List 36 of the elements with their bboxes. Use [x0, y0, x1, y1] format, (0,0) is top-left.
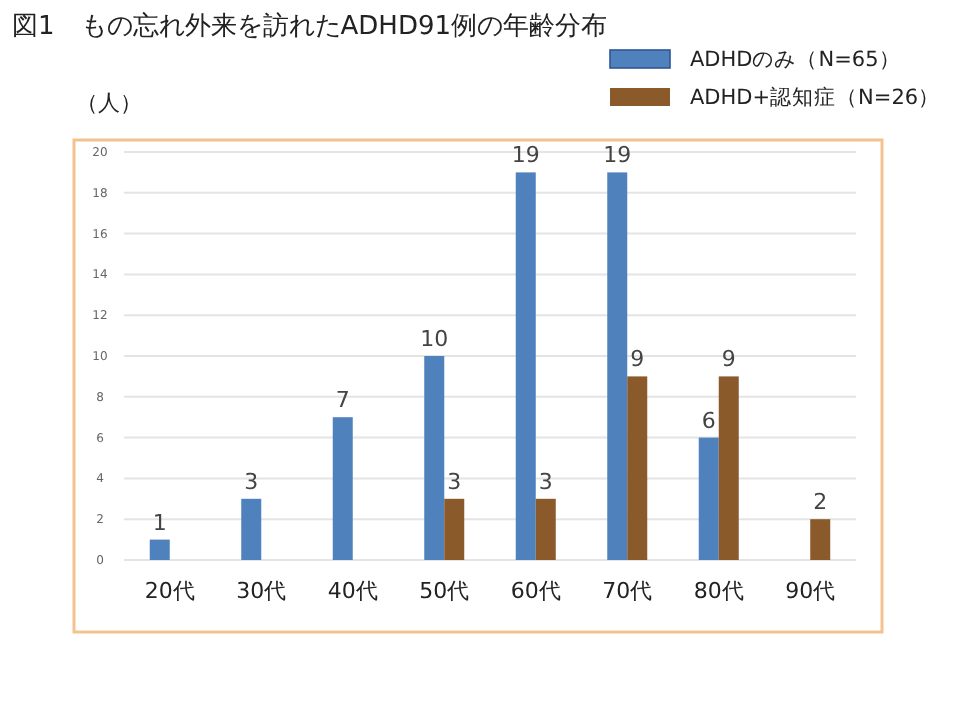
bar: [149, 539, 170, 560]
data-label: 1: [152, 509, 167, 536]
data-label: 19: [511, 142, 540, 169]
data-label: 3: [538, 468, 553, 495]
x-tick-label: 60代: [510, 578, 561, 604]
legend-label: ADHD+認知症（N=26）: [690, 84, 941, 110]
x-tick-label: 20代: [144, 578, 195, 604]
y-axis-title: （人）: [76, 90, 142, 116]
bar: [698, 437, 719, 560]
data-label: 9: [630, 346, 645, 373]
bar: [607, 172, 628, 560]
bar: [810, 519, 831, 560]
data-label: 3: [447, 468, 462, 495]
x-tick-label: 80代: [693, 578, 744, 604]
data-label: 7: [335, 387, 350, 414]
data-label: 19: [603, 142, 632, 169]
bar: [535, 498, 556, 560]
bar: [241, 498, 262, 560]
data-label: 2: [813, 489, 828, 516]
bar: [424, 356, 445, 560]
legend-label: ADHDのみ（N=65）: [690, 48, 901, 72]
x-tick-label: 40代: [327, 578, 378, 604]
bar: [332, 417, 353, 560]
x-tick-label: 30代: [236, 578, 287, 604]
x-tick-label: 50代: [419, 578, 470, 604]
bar: [718, 376, 739, 560]
x-tick-label: 90代: [785, 578, 836, 604]
bar: [515, 172, 536, 560]
data-label: 9: [721, 346, 736, 373]
x-tick-label: 70代: [602, 578, 653, 604]
bar: [627, 376, 648, 560]
chart-title: 図1 もの忘れ外来を訪れたADHD91例の年齢分布: [12, 10, 608, 42]
data-label: 3: [244, 468, 259, 495]
bar: [444, 498, 465, 560]
data-label: 6: [701, 407, 716, 434]
data-label: 10: [420, 326, 449, 352]
